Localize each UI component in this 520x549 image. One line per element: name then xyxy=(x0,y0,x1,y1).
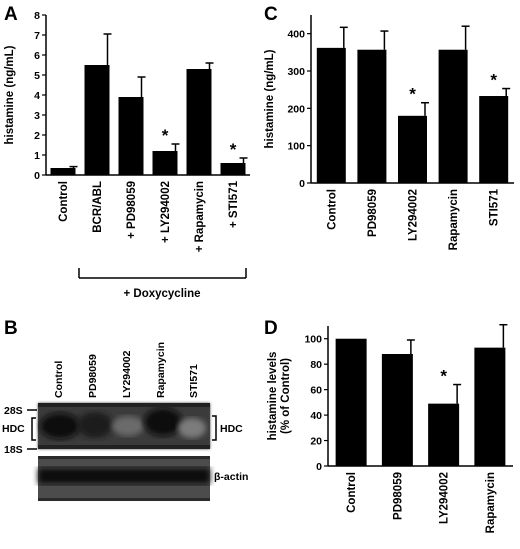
bar xyxy=(357,49,387,183)
y-tick-label: 80 xyxy=(310,359,322,371)
y-tick-label: 1 xyxy=(34,150,40,162)
bar xyxy=(438,49,468,183)
western-blot: Control PD98059 LY294002 Rapamycin STI57… xyxy=(2,342,248,501)
panel-label-b: B xyxy=(4,318,18,339)
blot-lane-sti571: STI571 xyxy=(188,364,200,398)
bar xyxy=(474,347,506,466)
doxycycline-label: + Doxycycline xyxy=(123,288,200,300)
y-tick-label: 300 xyxy=(287,66,305,78)
x-tick-label: + PD98059 xyxy=(126,181,138,239)
bar xyxy=(335,338,367,466)
y-tick-label: 0 xyxy=(299,178,305,190)
chart-c: 0 100 200 300 400 histamine (ng/mL) Control PD9… xyxy=(264,15,514,250)
bar xyxy=(84,65,110,175)
y-tick-label: 6 xyxy=(34,50,40,62)
x-tick-label: Control xyxy=(326,189,338,230)
significance-star: * xyxy=(230,140,237,159)
panel-label-c: C xyxy=(264,4,278,25)
x-tick-label: PD98059 xyxy=(392,472,404,520)
y-tick-label: 200 xyxy=(287,103,305,115)
chart-a: 0 1 2 3 4 5 6 7 8 histamine (ng/mL) Control BCR/ABL… xyxy=(4,10,250,252)
y-tick-label: 0 xyxy=(316,461,322,473)
y-axis-label: histamine (ng/mL) xyxy=(264,49,276,148)
bar xyxy=(381,354,413,466)
blot-lane-control: Control xyxy=(53,361,65,398)
x-tick-label: + LY294002 xyxy=(160,181,172,243)
bar xyxy=(220,163,246,175)
y-axis-label: histamine (ng/mL) xyxy=(4,45,16,144)
x-tick-label: Control xyxy=(346,472,358,513)
y-tick-label: 40 xyxy=(310,410,322,422)
blot-lane-ly294002: LY294002 xyxy=(121,350,133,398)
panel-label-d: D xyxy=(264,318,278,339)
x-tick-label: + Rapamycin xyxy=(194,181,206,252)
chart-d: 0 20 40 60 80 100 histamine levels (% of Contro… xyxy=(267,323,513,533)
bar xyxy=(152,151,178,175)
y-tick-label: 5 xyxy=(34,70,40,82)
blot-lane-pd98059: PD98059 xyxy=(87,354,99,398)
marker-28s: 28S xyxy=(4,405,23,417)
y-tick-label: 4 xyxy=(34,90,40,102)
y-tick-label: 8 xyxy=(34,10,40,22)
bar xyxy=(186,69,212,175)
y-tick-label: 400 xyxy=(287,29,305,41)
bar xyxy=(479,96,509,183)
bar xyxy=(316,47,346,183)
y-axis-label: histamine levels xyxy=(267,352,279,441)
bar xyxy=(428,403,460,466)
x-tick-label: Rapamycin xyxy=(448,189,460,250)
significance-star: * xyxy=(440,367,447,386)
x-tick-label: + STI571 xyxy=(228,180,240,228)
x-tick-label: LY294002 xyxy=(408,189,420,241)
bar xyxy=(398,115,427,183)
panel-label-a: A xyxy=(4,4,18,25)
x-tick-label: BCR/ABL xyxy=(92,181,104,233)
significance-star: * xyxy=(409,85,416,104)
x-tick-label: Control xyxy=(58,181,70,222)
x-tick-label: LY294002 xyxy=(439,472,451,524)
x-tick-label: STI571 xyxy=(489,188,501,226)
actin-blot-image xyxy=(38,456,210,501)
y-tick-label: 60 xyxy=(310,385,322,397)
blot-loading-label: β-actin xyxy=(214,471,248,483)
doxycycline-bracket: + Doxycycline xyxy=(78,268,247,300)
bar xyxy=(50,168,76,175)
y-tick-label: 7 xyxy=(34,30,40,42)
x-tick-label: PD98059 xyxy=(367,189,379,237)
blot-lane-labels: Control PD98059 LY294002 Rapamycin STI57… xyxy=(53,342,200,398)
bar xyxy=(118,97,144,175)
y-tick-label: 3 xyxy=(34,110,40,122)
y-tick-label: 2 xyxy=(34,130,40,142)
y-axis-label: (% of Control) xyxy=(280,358,292,434)
y-tick-label: 100 xyxy=(287,141,305,153)
blot-band-label-hdc: HDC xyxy=(220,423,243,435)
marker-18s: 18S xyxy=(4,444,23,456)
hdc-blot-image xyxy=(38,403,210,449)
significance-star: * xyxy=(490,71,497,90)
y-tick-label: 20 xyxy=(310,436,322,448)
x-tick-label: Rapamycin xyxy=(485,472,497,533)
y-tick-label: 100 xyxy=(304,334,322,346)
marker-hdc-left: HDC xyxy=(2,423,25,435)
significance-star: * xyxy=(162,126,169,145)
blot-lane-rapamycin: Rapamycin xyxy=(155,342,167,398)
y-tick-label: 0 xyxy=(34,170,40,182)
